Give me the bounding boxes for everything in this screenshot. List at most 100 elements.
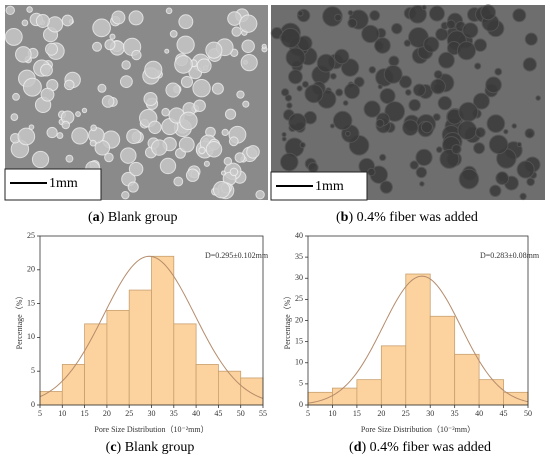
pore [451, 144, 462, 155]
y-tick-label: 5 [299, 379, 303, 388]
pore [347, 18, 358, 29]
pore [148, 120, 162, 135]
pore [301, 80, 310, 88]
pore [127, 181, 139, 193]
fit-curve [39, 255, 264, 399]
y-tick-label: 0 [299, 400, 303, 409]
pore [494, 67, 503, 76]
micrograph: 1mm [4, 5, 268, 201]
pore [287, 69, 303, 85]
pore [408, 5, 427, 24]
pore [205, 141, 223, 158]
pore [408, 98, 421, 112]
annotation: D=0.295±0.102mm [205, 251, 269, 260]
pore [120, 147, 137, 164]
x-tick-label: 45 [500, 409, 508, 418]
x-axis-label: Pore Size Distribution（10⁻²mm） [94, 425, 208, 434]
caption: (d) 0.4% fiber was added [349, 440, 491, 455]
pore [104, 39, 116, 51]
pore [17, 127, 36, 146]
x-tick-label: 10 [58, 409, 66, 418]
pore [503, 128, 509, 135]
pore [516, 160, 535, 179]
pore [472, 92, 490, 110]
bar [332, 387, 358, 406]
pore [299, 141, 306, 149]
pore [261, 43, 267, 49]
pore [144, 60, 163, 79]
pore [26, 6, 33, 13]
pore [535, 95, 541, 101]
bar [217, 370, 242, 406]
pore [409, 160, 419, 170]
pore [211, 82, 224, 95]
y-tick-label: 15 [27, 298, 35, 307]
pore [178, 14, 194, 30]
pore [368, 66, 377, 74]
y-tick-label: 40 [295, 231, 303, 240]
x-tick-label: 40 [192, 409, 200, 418]
pore [40, 87, 55, 102]
pore [435, 146, 443, 154]
x-tick-label: 5 [306, 409, 310, 418]
pore [415, 148, 433, 167]
pore [480, 4, 497, 21]
pore [475, 127, 486, 138]
pore [119, 75, 133, 89]
pore [428, 5, 446, 22]
y-tick-label: 10 [27, 332, 35, 341]
pore [104, 152, 114, 163]
pore [433, 69, 443, 80]
x-tick-label: 20 [103, 409, 111, 418]
pore [241, 39, 255, 54]
pore [143, 91, 158, 107]
caption: (a) Blank group [88, 210, 177, 225]
pore [165, 82, 181, 98]
pore [176, 35, 195, 54]
pore [304, 84, 324, 104]
caption-text: Blank group [125, 440, 195, 455]
pore [56, 132, 64, 140]
bar [39, 391, 63, 406]
x-tick-label: 25 [125, 409, 133, 418]
pore [255, 190, 265, 200]
pore [75, 111, 81, 117]
x-tick-label: 35 [170, 409, 178, 418]
x-tick-label: 55 [259, 409, 267, 418]
y-tick-label: 20 [295, 315, 303, 324]
annotation: D=0.283±0.08mm [480, 251, 540, 260]
pore [288, 112, 307, 132]
pore [375, 118, 385, 128]
pore [221, 128, 229, 137]
y-tick-label: 0 [31, 400, 35, 409]
pore [511, 123, 518, 129]
pore [179, 111, 198, 131]
bar [454, 353, 480, 406]
bar [84, 323, 108, 406]
bar [173, 323, 197, 406]
pore [63, 79, 75, 91]
pore [402, 119, 419, 136]
pore [40, 63, 53, 77]
pore [198, 146, 206, 155]
pore [205, 41, 223, 59]
pore [234, 152, 246, 163]
pore [165, 7, 173, 15]
pore [180, 75, 194, 88]
pore [420, 121, 433, 134]
pore [46, 16, 64, 33]
x-tick-label: 10 [328, 409, 336, 418]
pore [439, 148, 460, 169]
pore [404, 89, 412, 96]
bar [240, 377, 264, 406]
pore [178, 136, 195, 153]
pore [384, 101, 406, 122]
pore [35, 13, 50, 28]
pore [229, 167, 239, 177]
pore [128, 10, 144, 26]
pore [353, 76, 365, 88]
bar [106, 309, 130, 406]
pore [203, 160, 210, 167]
pore [361, 24, 380, 44]
x-tick-label: 50 [237, 409, 245, 418]
